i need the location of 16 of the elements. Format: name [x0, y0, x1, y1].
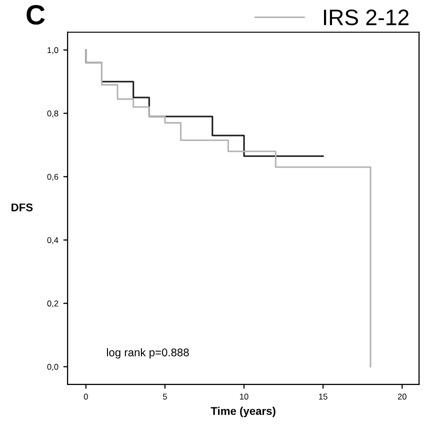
x-tick-label: 15 [319, 394, 328, 400]
x-axis-title: Time (years) [210, 406, 276, 418]
x-tick-label: 5 [162, 394, 167, 400]
x-tick-label: 10 [240, 394, 248, 400]
y-tick-label: 0,6 [47, 174, 58, 181]
chart-title: C [26, 4, 45, 25]
y-tick-label: 1,0 [48, 47, 58, 54]
annotation: log rank p=0.888 [106, 348, 189, 359]
y-tick-label: 0,8 [47, 110, 58, 118]
x-tick-label: 0 [84, 394, 88, 400]
y-tick-label: 0,0 [47, 364, 58, 371]
y-axis-title: DFS [12, 203, 33, 212]
x-tick-label: 20 [398, 394, 406, 400]
y-tick-label: 0,2 [47, 300, 58, 308]
legend-label: IRS 2-12 [324, 10, 409, 26]
y-tick-label: 0,4 [47, 237, 58, 244]
